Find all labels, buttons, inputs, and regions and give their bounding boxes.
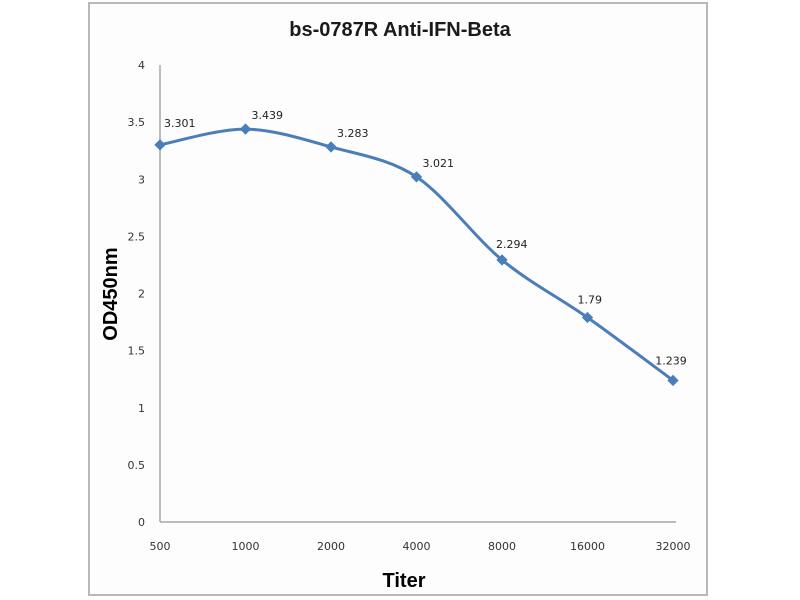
- data-point-marker: [325, 141, 337, 153]
- data-point-marker: [581, 311, 594, 324]
- series-line: [159, 127, 674, 382]
- data-label: 1.79: [578, 293, 603, 306]
- data-point-marker: [667, 374, 679, 387]
- x-tick-label: 1000: [232, 540, 260, 553]
- y-tick-label: 0: [138, 516, 145, 529]
- y-tick-label: 3: [138, 173, 145, 186]
- y-tick-label: 0.5: [128, 459, 146, 472]
- x-tick-label: 4000: [403, 540, 431, 553]
- chart-frame: [88, 2, 708, 596]
- y-tick-label: 4: [138, 59, 145, 72]
- y-tick-label: 2: [138, 288, 145, 301]
- y-axis-title: OD450nm: [100, 247, 122, 340]
- data-label: 2.294: [496, 238, 528, 251]
- y-tick-label: 1: [138, 402, 145, 415]
- data-point-marker: [239, 123, 252, 135]
- data-label: 3.021: [423, 157, 455, 170]
- x-tick-label: 8000: [488, 540, 516, 553]
- x-tick-label: 2000: [317, 540, 345, 553]
- data-point-marker: [410, 171, 423, 183]
- x-tick-label: 32000: [656, 540, 691, 553]
- y-tick-label: 1.5: [128, 345, 146, 358]
- x-axis-title: Titer: [383, 570, 426, 592]
- data-point-marker: [154, 139, 166, 151]
- data-label: 3.301: [164, 117, 196, 130]
- y-tick-label: 2.5: [128, 230, 146, 243]
- x-tick-label: 16000: [570, 540, 605, 553]
- data-label: 1.239: [655, 354, 687, 367]
- y-tick-label: 3.5: [128, 116, 146, 129]
- x-tick-label: 500: [150, 540, 171, 553]
- chart-title: bs-0787R Anti-IFN-Beta: [289, 19, 511, 41]
- data-label: 3.283: [337, 127, 369, 140]
- data-label: 3.439: [252, 109, 284, 122]
